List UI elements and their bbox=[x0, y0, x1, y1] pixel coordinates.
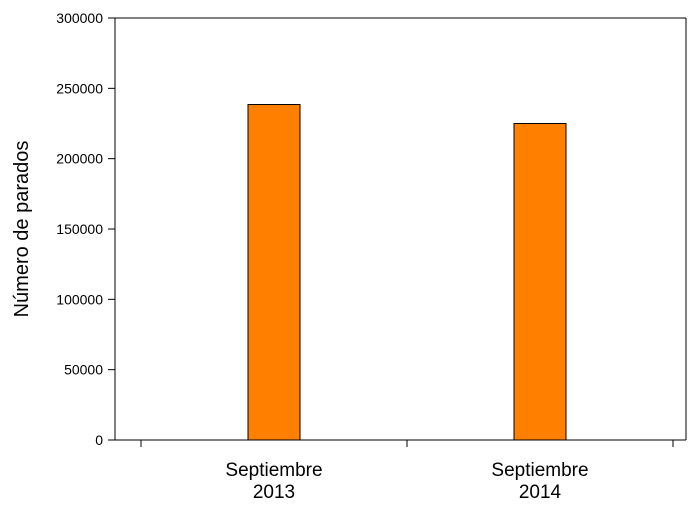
y-tick-label: 150000 bbox=[56, 221, 103, 237]
y-tick-label: 0 bbox=[95, 432, 103, 448]
bar bbox=[513, 123, 567, 441]
y-tick-label: 300000 bbox=[56, 10, 103, 26]
y-tick-label: 50000 bbox=[64, 362, 103, 378]
x-tick-label: Septiembre 2013 bbox=[225, 460, 322, 503]
y-tick-label: 200000 bbox=[56, 151, 103, 167]
bars bbox=[247, 104, 567, 441]
y-axis: 0 50000 100000 150000 200000 250000 300000 bbox=[56, 10, 115, 448]
plot-frame bbox=[114, 17, 687, 441]
y-tick-label: 100000 bbox=[56, 291, 103, 307]
x-axis: Septiembre 2013 Septiembre 2014 bbox=[140, 440, 674, 503]
y-tick-label: 250000 bbox=[56, 80, 103, 96]
y-axis-title: Número de parados bbox=[11, 141, 33, 318]
x-tick-label: Septiembre 2014 bbox=[491, 460, 588, 503]
bar bbox=[247, 104, 301, 441]
